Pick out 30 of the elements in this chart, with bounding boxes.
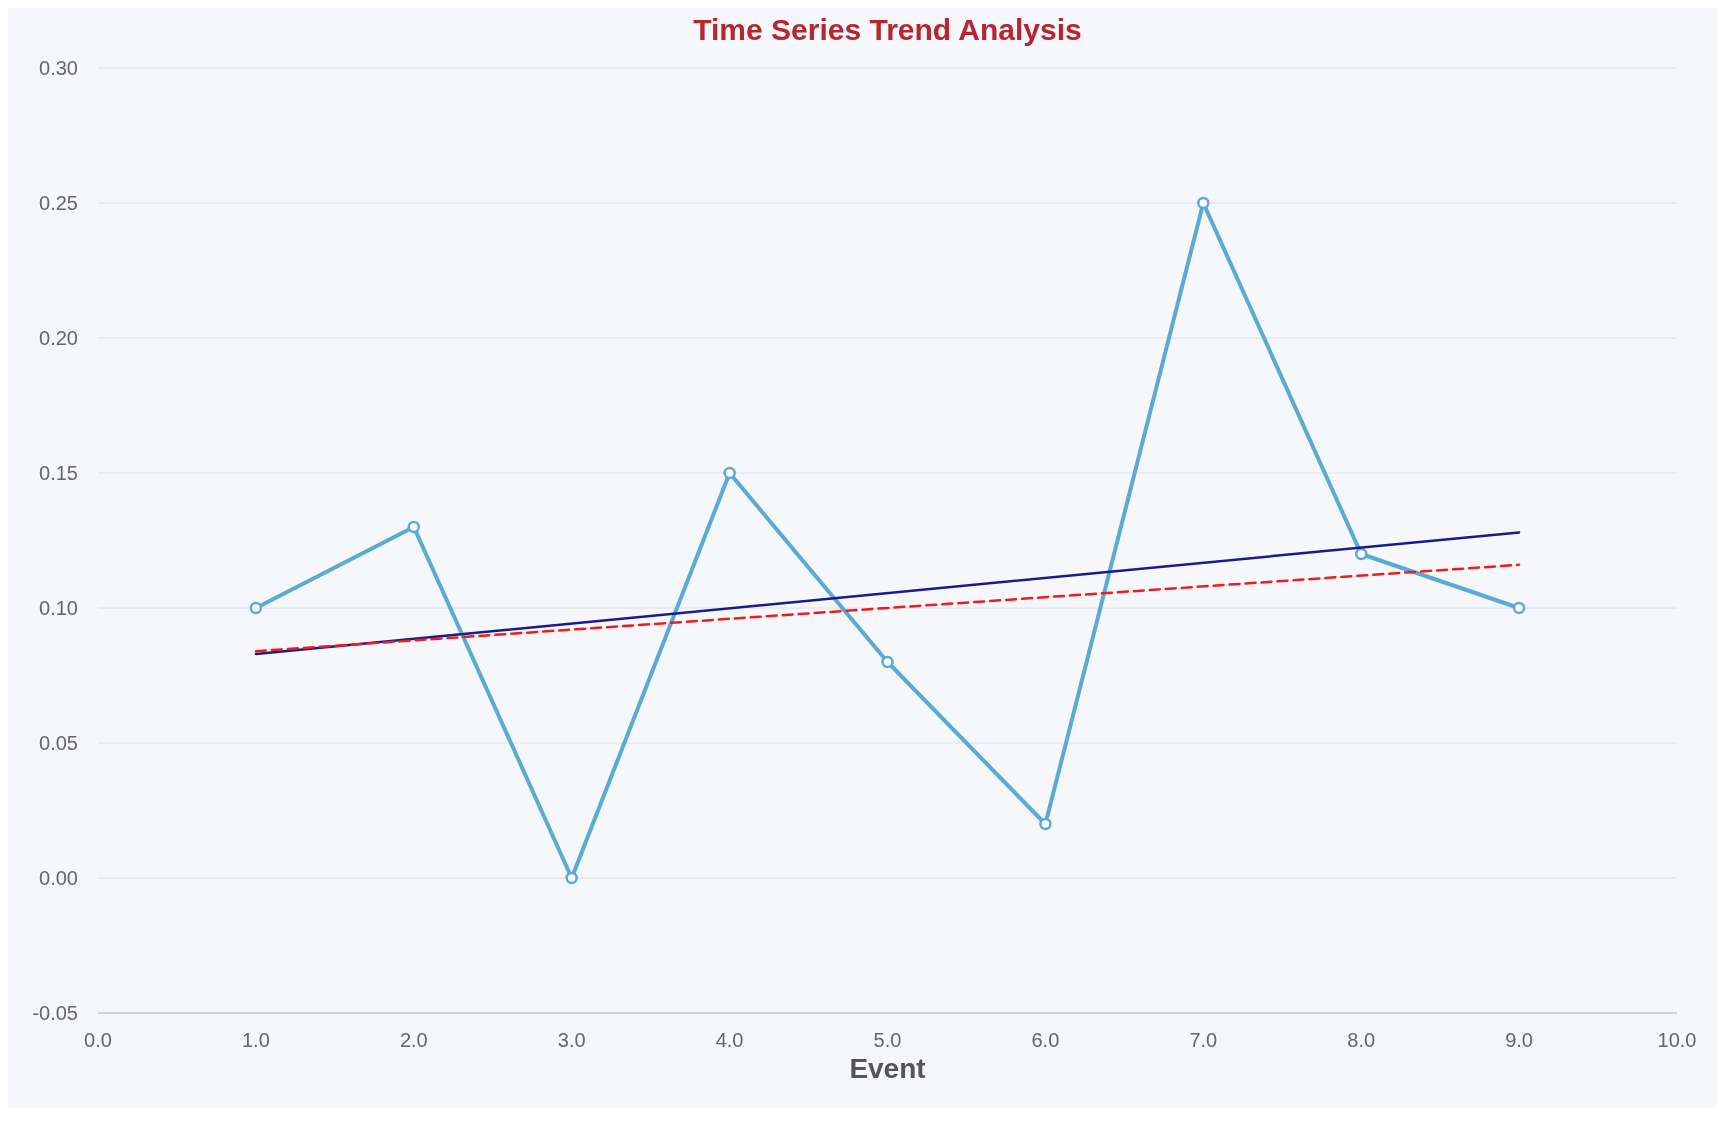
- x-axis-title: Event: [849, 1053, 926, 1084]
- y-tick-label: 0.05: [39, 732, 78, 754]
- point: [1512, 601, 1526, 615]
- point: [565, 871, 578, 885]
- y-tick-label: 0.15: [39, 462, 78, 484]
- point: [1354, 547, 1368, 561]
- point: [1197, 196, 1210, 210]
- x-tick-label: 7.0: [1189, 1029, 1218, 1051]
- point: [723, 466, 736, 480]
- y-tick-label: 0.30: [39, 57, 78, 79]
- y-tick-label: -0.05: [32, 1002, 78, 1024]
- x-tick-label: 9.0: [1505, 1029, 1534, 1051]
- chart-title: Time Series Trend Analysis: [693, 13, 1082, 46]
- x-tick-label: 1.0: [241, 1029, 270, 1051]
- y-tick-label: 0.00: [39, 867, 78, 889]
- y-tick-label: 0.10: [39, 597, 78, 619]
- x-tick-label: 10.0: [1657, 1029, 1697, 1051]
- point: [1039, 817, 1052, 831]
- y-tick-label: 0.25: [39, 192, 78, 214]
- point: [407, 520, 421, 534]
- x-tick-label: 6.0: [1031, 1029, 1060, 1051]
- point: [881, 655, 894, 669]
- x-tick-label: 3.0: [557, 1029, 586, 1051]
- x-tick-label: 8.0: [1347, 1029, 1376, 1051]
- x-tick-label: 2.0: [399, 1029, 428, 1051]
- x-tick-label: 0.0: [84, 1029, 112, 1051]
- x-tick-label: 5.0: [873, 1029, 902, 1051]
- y-tick-label: 0.20: [39, 327, 78, 349]
- x-tick-label: 4.0: [715, 1029, 744, 1051]
- point: [249, 601, 263, 615]
